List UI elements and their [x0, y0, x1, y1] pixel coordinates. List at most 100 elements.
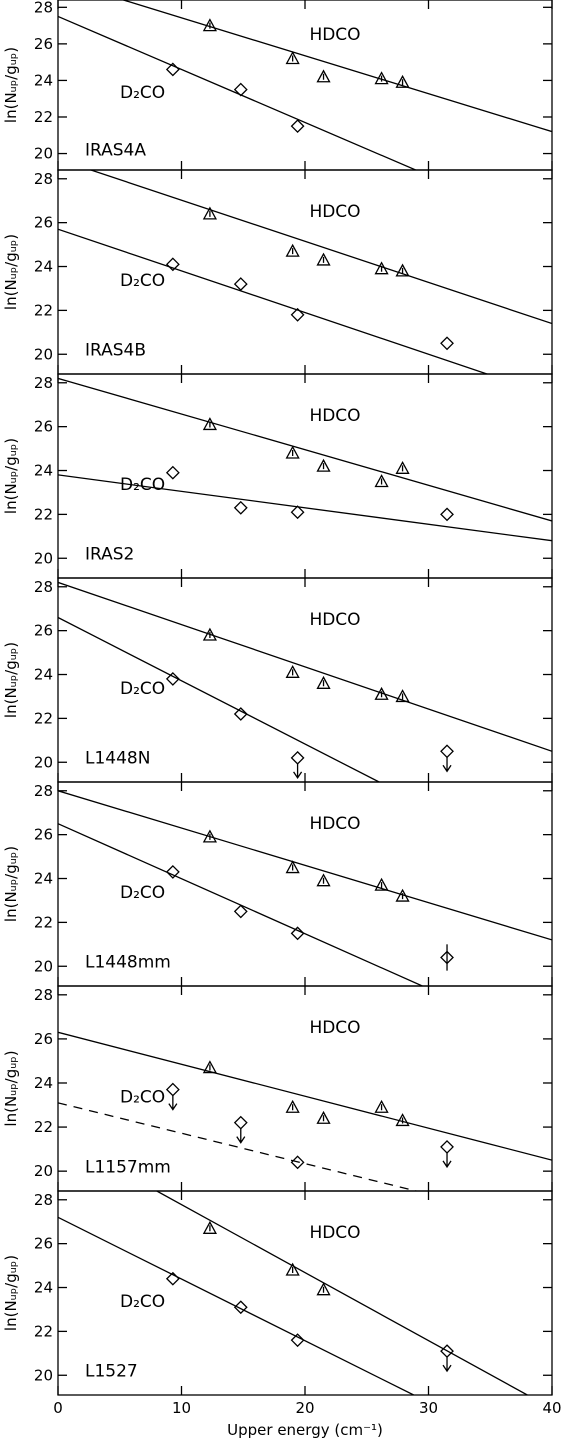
y-tick-label: 24	[34, 71, 53, 89]
y-tick-label: 26	[34, 622, 53, 640]
upper-limit-arrow	[293, 763, 303, 780]
series-label: HDCO	[309, 406, 360, 426]
y-axis-label: ln(Nᵤₚ/gᵤₚ)	[2, 1255, 20, 1331]
diamond-marker	[165, 62, 180, 77]
y-tick-label: 20	[34, 549, 53, 567]
fit-line	[88, 170, 552, 325]
y-tick-label: 22	[34, 108, 53, 126]
panel-name: IRAS2	[85, 545, 134, 565]
panel-name: IRAS4A	[85, 141, 146, 161]
triangle-marker	[316, 252, 331, 266]
y-tick-label: 24	[34, 462, 53, 480]
triangle-marker	[316, 69, 331, 83]
y-tick-label: 28	[34, 578, 53, 596]
y-tick-label: 28	[34, 1191, 53, 1209]
y-tick-label: 20	[34, 753, 53, 771]
triangle-marker	[202, 627, 217, 641]
triangle-marker	[202, 829, 217, 843]
diamond-marker	[440, 336, 454, 351]
triangle-marker	[395, 74, 410, 88]
fit-line	[58, 616, 380, 782]
diamond-marker	[440, 507, 454, 522]
triangle-marker	[374, 686, 389, 700]
fit-line	[58, 790, 552, 941]
series-label: HDCO	[309, 1018, 360, 1038]
triangle-marker	[395, 689, 410, 703]
diamond-marker	[165, 1082, 180, 1097]
x-tick-label: 40	[542, 1399, 561, 1417]
triangle-marker	[374, 71, 389, 85]
triangle-marker	[202, 206, 217, 220]
fit-line	[58, 15, 418, 170]
fit-line	[121, 0, 552, 133]
panel: 20 22 24 26 28 0 10 20 30 40 Upper energy (cm⁻¹) ln…	[2, 1190, 562, 1439]
triangle-marker	[285, 51, 300, 65]
panel: 20 22 24 26 28 ln(Nᵤₚ/gᵤₚ) L1448N HDCO D₂CO	[2, 577, 553, 783]
y-axis-label: ln(Nᵤₚ/gᵤₚ)	[2, 47, 20, 123]
series-label: D₂CO	[120, 1088, 165, 1108]
triangle-marker	[316, 873, 331, 887]
fit-line	[58, 228, 490, 374]
diamond-marker	[233, 82, 248, 97]
diamond-marker	[233, 904, 248, 919]
diamond-marker	[290, 1333, 305, 1348]
series-label: D₂CO	[120, 883, 165, 903]
y-tick-label: 26	[34, 826, 53, 844]
diamond-marker	[290, 119, 305, 134]
diamond-marker	[290, 750, 305, 765]
series-label: HDCO	[309, 1223, 360, 1243]
fit-line	[156, 1191, 528, 1395]
triangle-marker	[395, 888, 410, 902]
diamond-marker	[440, 744, 454, 759]
triangle-marker	[316, 675, 331, 689]
panel: 20 22 24 26 28 ln(Nᵤₚ/gᵤₚ) L1448mm HDCO D₂CO	[2, 781, 553, 987]
y-tick-label: 24	[34, 258, 53, 276]
panel-name: IRAS4B	[85, 341, 146, 361]
x-tick-label: 20	[295, 1399, 314, 1417]
y-tick-label: 26	[34, 1235, 53, 1253]
panel: 20 22 24 26 28 ln(Nᵤₚ/gᵤₚ) IRAS2 HDCO D₂CO	[2, 373, 553, 579]
upper-limit-arrow	[236, 1128, 246, 1144]
diamond-marker	[233, 707, 248, 721]
diamond-marker	[290, 1155, 305, 1170]
y-tick-label: 20	[34, 1162, 53, 1180]
diamond-marker	[233, 277, 248, 291]
upper-limit-arrow	[168, 1095, 178, 1111]
diamond-marker	[233, 500, 248, 515]
upper-limit-arrow	[442, 757, 452, 773]
y-axis-label: ln(Nᵤₚ/gᵤₚ)	[2, 846, 20, 922]
y-tick-label: 26	[34, 1030, 53, 1048]
series-label: D₂CO	[120, 475, 165, 495]
fit-line	[58, 581, 552, 752]
diamond-marker	[290, 926, 305, 941]
triangle-marker	[395, 1113, 410, 1127]
fit-line	[58, 1031, 552, 1161]
triangle-marker	[374, 877, 389, 891]
diamond-marker	[165, 1271, 180, 1286]
triangle-marker	[316, 458, 331, 472]
panel: 20 22 24 26 28 ln(Nᵤₚ/gᵤₚ) IRAS4A HDCO D₂CO	[2, 0, 553, 171]
fit-line	[58, 823, 423, 986]
panel-name: L1527	[85, 1362, 138, 1382]
triangle-marker	[316, 1282, 331, 1296]
series-label: D₂CO	[120, 271, 165, 291]
fit-line	[58, 377, 552, 522]
panel-name: L1448mm	[85, 953, 171, 973]
y-tick-label: 20	[34, 145, 53, 163]
diamond-marker	[165, 865, 180, 879]
x-tick-label: 10	[172, 1399, 191, 1417]
upper-limit-arrow	[442, 1357, 452, 1373]
triangle-marker	[285, 243, 300, 257]
y-tick-label: 26	[34, 418, 53, 436]
series-label: HDCO	[309, 25, 360, 45]
y-tick-label: 28	[34, 170, 53, 188]
y-tick-label: 28	[34, 986, 53, 1004]
triangle-marker	[395, 460, 410, 474]
diamond-marker	[440, 1139, 454, 1154]
series-label: D₂CO	[120, 83, 165, 103]
y-tick-label: 24	[34, 1279, 53, 1297]
y-tick-label: 22	[34, 505, 53, 523]
y-axis-label: ln(Nᵤₚ/gᵤₚ)	[2, 234, 20, 310]
